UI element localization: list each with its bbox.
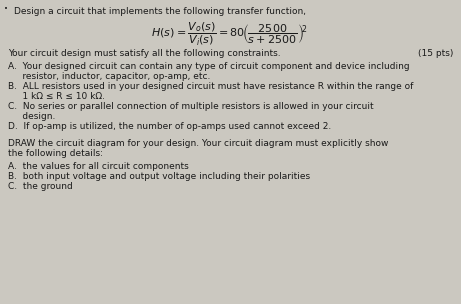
Text: design.: design.: [8, 112, 55, 121]
Text: C.  No series or parallel connection of multiple resistors is allowed in your ci: C. No series or parallel connection of m…: [8, 102, 373, 111]
Text: the following details:: the following details:: [8, 149, 103, 158]
Text: Design a circuit that implements the following transfer function,: Design a circuit that implements the fol…: [14, 7, 306, 16]
Text: D.  If op-amp is utilized, the number of op-amps used cannot exceed 2.: D. If op-amp is utilized, the number of …: [8, 122, 331, 131]
Text: 1 kΩ ≤ R ≤ 10 kΩ.: 1 kΩ ≤ R ≤ 10 kΩ.: [8, 92, 105, 101]
Text: resistor, inductor, capacitor, op-amp, etc.: resistor, inductor, capacitor, op-amp, e…: [8, 72, 210, 81]
Text: C.  the ground: C. the ground: [8, 182, 73, 191]
Text: A.  Your designed circuit can contain any type of circuit component and device i: A. Your designed circuit can contain any…: [8, 62, 410, 71]
Text: $H(s) = \dfrac{V_o(s)}{V_i(s)} = 80\!\left(\dfrac{2500}{s+2500}\right)^{\!2}$: $H(s) = \dfrac{V_o(s)}{V_i(s)} = 80\!\le…: [152, 21, 308, 48]
Text: DRAW the circuit diagram for your design. Your circuit diagram must explicitly s: DRAW the circuit diagram for your design…: [8, 139, 388, 148]
Text: (15 pts): (15 pts): [418, 49, 453, 58]
Text: A.  the values for all circuit components: A. the values for all circuit components: [8, 162, 189, 171]
Text: •: •: [4, 6, 8, 12]
Text: B.  both input voltage and output voltage including their polarities: B. both input voltage and output voltage…: [8, 172, 310, 181]
Text: B.  ALL resistors used in your designed circuit must have resistance R within th: B. ALL resistors used in your designed c…: [8, 82, 414, 91]
Text: Your circuit design must satisfy all the following constraints.: Your circuit design must satisfy all the…: [8, 49, 281, 58]
